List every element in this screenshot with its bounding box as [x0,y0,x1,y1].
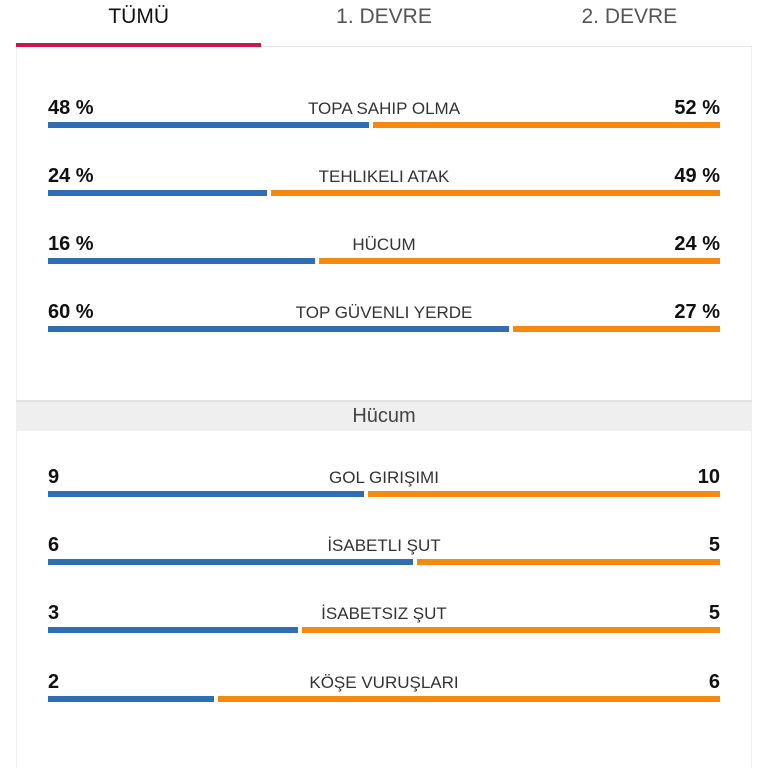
home-value: 9 [48,466,60,488]
tab-first-half[interactable]: 1. DEVRE [336,5,432,28]
home-bar [48,491,365,497]
away-bar [270,190,720,196]
stat-bar [48,627,720,633]
away-value: 5 [708,602,720,624]
away-value: 49 % [674,165,720,187]
tab-second-half[interactable]: 2. DEVRE [581,5,678,28]
away-value: 6 [708,671,720,693]
home-bar [48,122,369,128]
stat-bar [48,326,720,332]
away-bar [416,559,720,565]
stat-row: 9 GOL GIRIŞIMI 10 [48,466,720,506]
stat-label: TOPA SAHIP OLMA [307,99,461,118]
section-header-attack: Hücum [16,400,752,431]
away-value: 5 [708,534,720,556]
home-bar [48,326,510,332]
home-bar [48,627,298,633]
home-value: 2 [48,671,60,693]
home-value: 24 % [48,165,94,187]
stat-bar [48,122,720,128]
home-value: 48 % [48,97,94,119]
stat-bar [48,696,720,702]
stat-label: İSABETLI ŞUT [327,536,441,555]
stat-bar [48,491,720,497]
home-value: 60 % [48,301,94,323]
away-value: 27 % [674,301,720,323]
stat-row: 24 % TEHLIKELI ATAK 49 % [48,165,720,205]
stat-label: TOP GÜVENLI YERDE [295,303,473,322]
home-value: 3 [48,602,60,624]
away-bar [218,696,720,702]
home-bar [48,696,214,702]
stat-row: 3 İSABETSIZ ŞUT 5 [48,602,720,642]
stat-row: 6 İSABETLI ŞUT 5 [48,534,720,574]
away-bar [368,491,720,497]
home-bar [48,190,267,196]
away-bar [318,258,720,264]
stat-label: İSABETSIZ ŞUT [321,604,447,623]
general-stats-card [16,47,752,400]
stat-label: KÖŞE VURUŞLARI [309,673,459,692]
away-value: 24 % [674,233,720,255]
stat-row: 48 % TOPA SAHIP OLMA 52 % [48,97,720,137]
away-value: 52 % [674,97,720,119]
period-tabs: TÜMÜ 1. DEVRE 2. DEVRE [16,0,752,47]
home-value: 16 % [48,233,94,255]
away-bar [302,627,720,633]
stat-bar [48,559,720,565]
stat-row: 2 KÖŞE VURUŞLARI 6 [48,671,720,711]
away-value: 10 [697,466,720,488]
stat-bar [48,190,720,196]
stat-row: 60 % TOP GÜVENLI YERDE 27 % [48,301,720,341]
away-bar [372,122,720,128]
home-value: 6 [48,534,60,556]
stat-row: 16 % HÜCUM 24 % [48,233,720,273]
away-bar [513,326,720,332]
stat-label: TEHLIKELI ATAK [318,167,450,186]
stat-label: GOL GIRIŞIMI [329,468,439,487]
stat-label: HÜCUM [352,235,416,254]
stat-bar [48,258,720,264]
home-bar [48,559,413,565]
home-bar [48,258,315,264]
tab-all[interactable]: TÜMÜ [16,0,262,47]
attack-stats-card [16,431,752,768]
